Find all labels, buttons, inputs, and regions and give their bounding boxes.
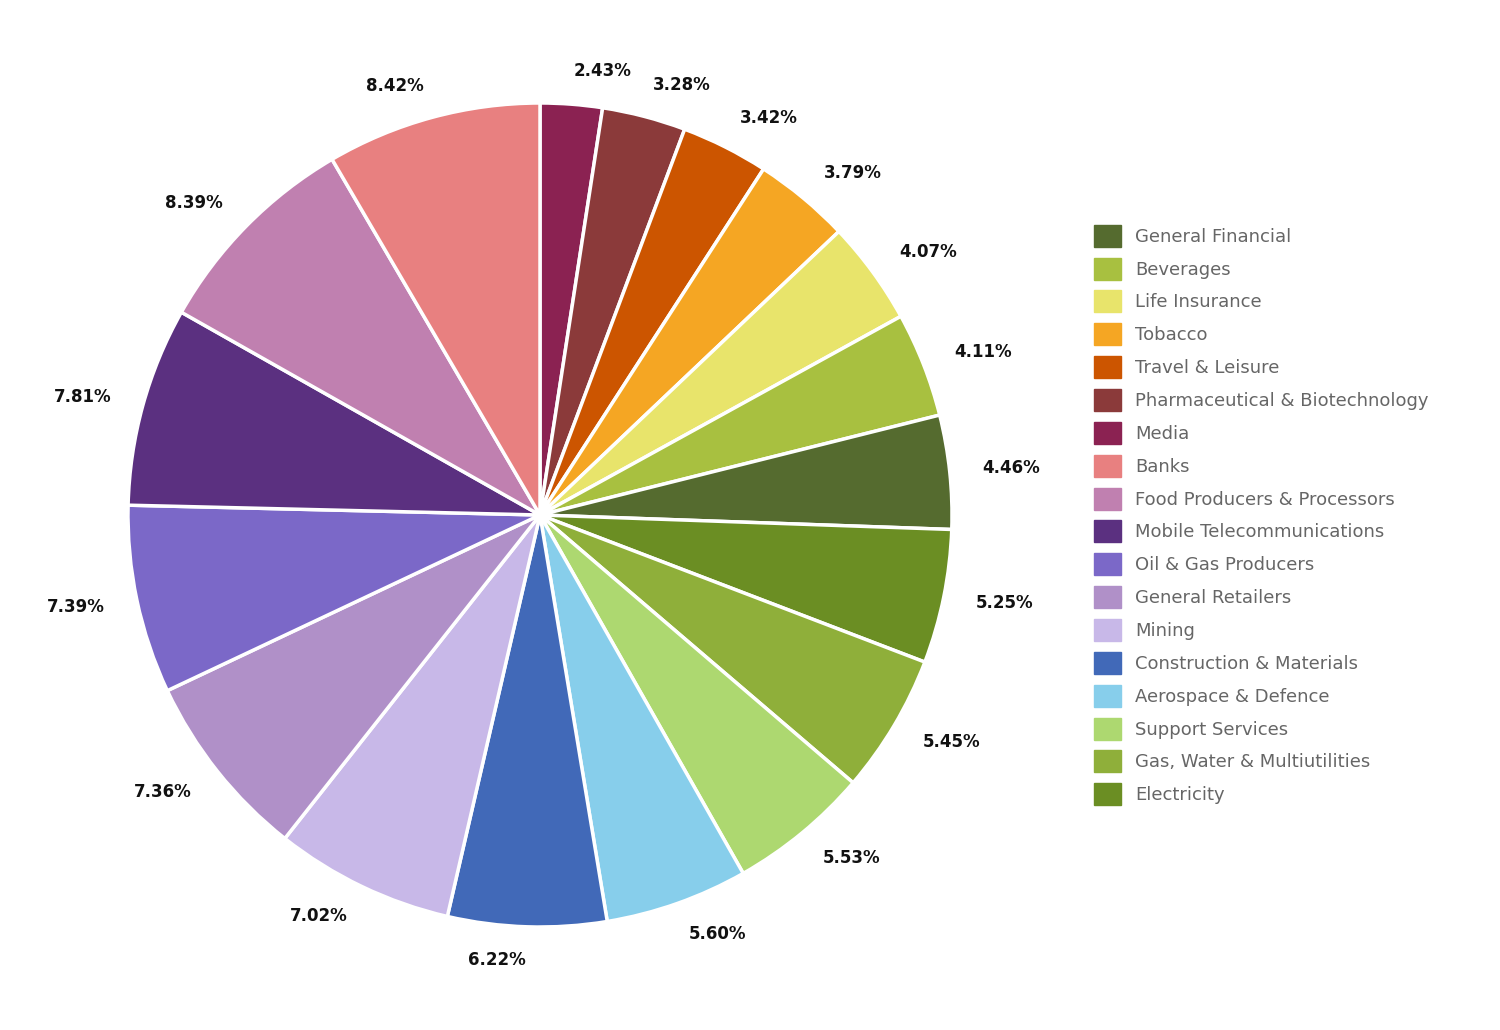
Wedge shape — [540, 415, 952, 529]
Wedge shape — [540, 515, 742, 922]
Wedge shape — [540, 515, 926, 783]
Text: 7.36%: 7.36% — [134, 783, 192, 801]
Text: 3.42%: 3.42% — [740, 108, 798, 127]
Wedge shape — [447, 515, 608, 927]
Text: 4.46%: 4.46% — [982, 459, 1041, 477]
Text: 4.11%: 4.11% — [954, 343, 1012, 362]
Wedge shape — [540, 129, 764, 515]
Text: 2.43%: 2.43% — [574, 63, 632, 80]
Text: 7.81%: 7.81% — [54, 387, 111, 406]
Text: 7.39%: 7.39% — [46, 598, 105, 616]
Wedge shape — [540, 232, 902, 515]
Text: 3.28%: 3.28% — [652, 75, 711, 94]
Text: 8.42%: 8.42% — [366, 76, 423, 95]
Text: 7.02%: 7.02% — [290, 907, 348, 925]
Text: 3.79%: 3.79% — [824, 164, 882, 181]
Text: 5.53%: 5.53% — [824, 850, 880, 867]
Wedge shape — [540, 515, 854, 873]
Text: 4.07%: 4.07% — [898, 243, 957, 262]
Wedge shape — [332, 103, 540, 515]
Wedge shape — [128, 505, 540, 691]
Wedge shape — [540, 169, 839, 515]
Wedge shape — [182, 160, 540, 515]
Text: 5.60%: 5.60% — [688, 926, 746, 943]
Text: 5.45%: 5.45% — [922, 733, 980, 751]
Wedge shape — [128, 312, 540, 515]
Wedge shape — [285, 515, 540, 917]
Wedge shape — [540, 515, 951, 662]
Text: 6.22%: 6.22% — [468, 951, 526, 969]
Wedge shape — [168, 515, 540, 838]
Wedge shape — [540, 316, 939, 515]
Wedge shape — [540, 103, 603, 515]
Legend: General Financial, Beverages, Life Insurance, Tobacco, Travel & Leisure, Pharmac: General Financial, Beverages, Life Insur… — [1084, 215, 1437, 815]
Text: 5.25%: 5.25% — [976, 594, 1034, 613]
Text: 8.39%: 8.39% — [165, 194, 224, 211]
Wedge shape — [540, 108, 684, 515]
